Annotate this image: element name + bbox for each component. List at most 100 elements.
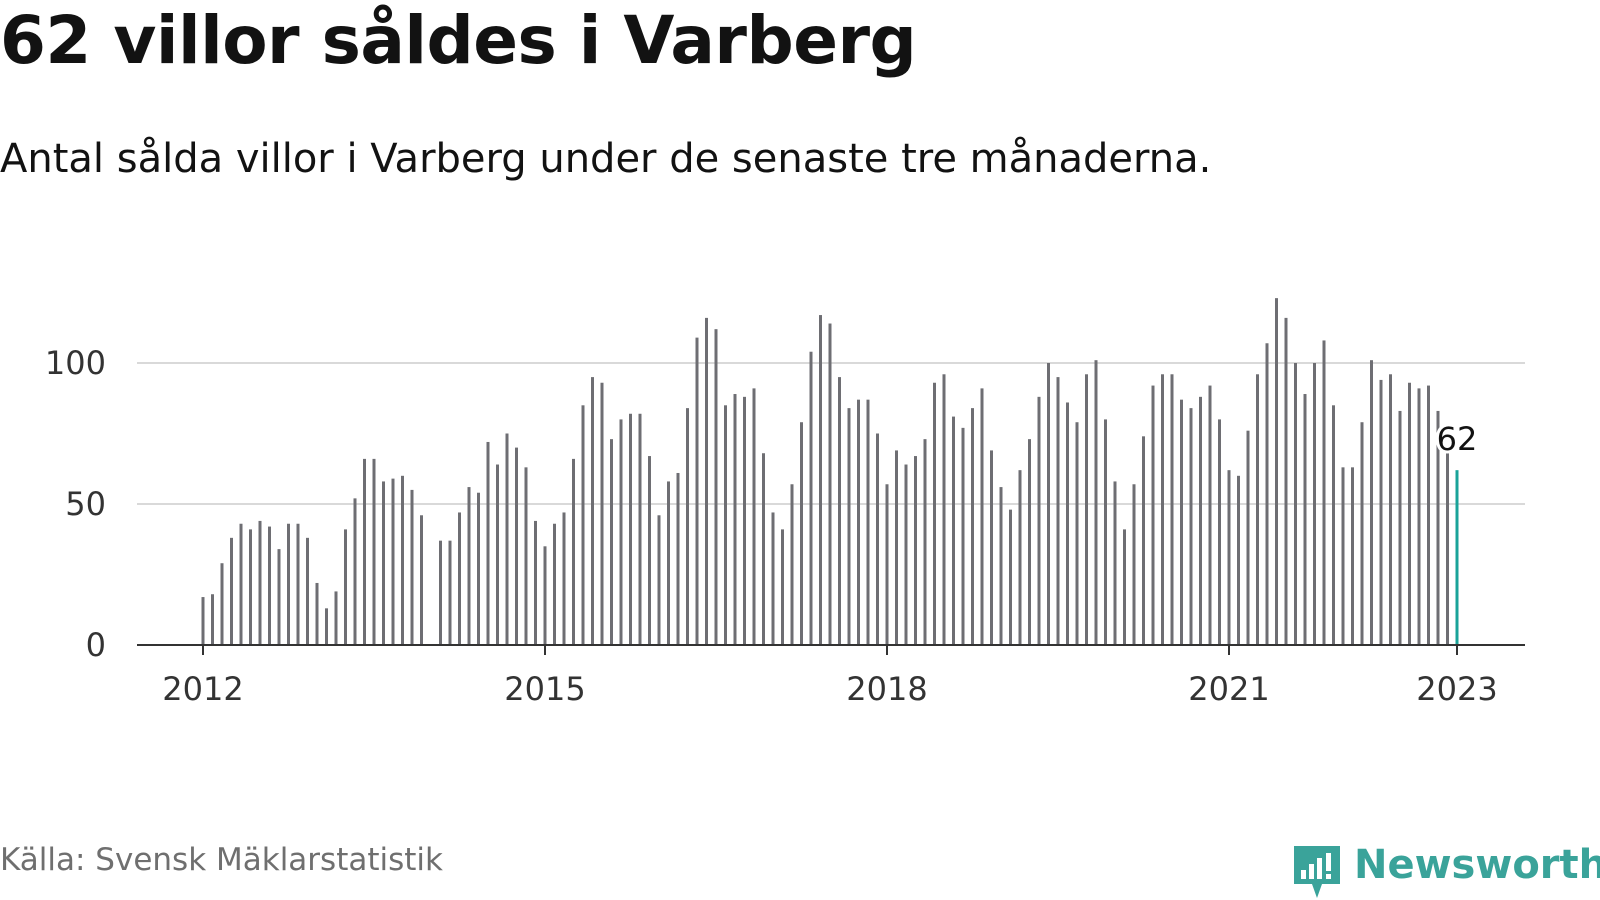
- bar: [1360, 422, 1364, 645]
- bar: [344, 529, 347, 645]
- bar: [591, 377, 594, 645]
- source-note: Källa: Svensk Mäklarstatistik: [0, 842, 443, 878]
- page-subtitle: Antal sålda villor i Varberg under de se…: [0, 136, 1212, 182]
- bar: [249, 529, 252, 645]
- chart-axes: [137, 644, 1525, 655]
- bar: [1237, 475, 1240, 645]
- x-tick-label-2021: 2021: [1188, 670, 1269, 708]
- bar: [904, 464, 908, 645]
- bar: [857, 399, 860, 645]
- bar: [1132, 484, 1136, 645]
- bar: [515, 447, 518, 645]
- bar: [1303, 394, 1307, 645]
- bar: [828, 323, 832, 645]
- bar: [1398, 410, 1402, 645]
- bar: [1208, 385, 1212, 645]
- bar: [486, 441, 490, 645]
- bar: [572, 458, 575, 645]
- bar: [781, 529, 784, 645]
- bar: [714, 329, 718, 645]
- bar: [619, 419, 623, 645]
- bar: [657, 515, 661, 645]
- bar: [562, 512, 566, 645]
- bar: [629, 413, 632, 645]
- bar: [496, 464, 499, 645]
- bar: [923, 439, 927, 645]
- bar: [1427, 385, 1430, 645]
- y-tick-label-50: 50: [65, 485, 106, 523]
- bar: [1075, 422, 1079, 645]
- bar: [1104, 419, 1107, 645]
- bar: [1351, 467, 1354, 645]
- bar: [1066, 402, 1069, 645]
- bar: [1094, 360, 1098, 645]
- bar: [1123, 529, 1126, 645]
- bar: [933, 382, 936, 645]
- bar: [439, 540, 442, 645]
- bar-highlight: [1455, 470, 1459, 645]
- bar: [543, 546, 547, 645]
- bar: [467, 487, 471, 645]
- bar: [686, 408, 689, 645]
- bar: [1322, 340, 1326, 645]
- bar: [676, 472, 680, 645]
- chart-bars: [201, 298, 1459, 645]
- bar: [942, 374, 946, 645]
- bar: [1085, 374, 1088, 645]
- bar: [1379, 379, 1383, 645]
- bar: [876, 433, 879, 645]
- bar: [524, 467, 528, 645]
- bar: [990, 450, 993, 645]
- bar: [1199, 396, 1202, 645]
- y-tick-label-0: 0: [86, 626, 106, 664]
- bar: [895, 450, 898, 645]
- page-title: 62 villor såldes i Varberg: [0, 2, 917, 79]
- bar: [885, 484, 889, 645]
- x-tick-label-2023: 2023: [1416, 670, 1497, 708]
- bar: [952, 416, 955, 645]
- x-tick-label-2018: 2018: [846, 670, 927, 708]
- bar: [733, 394, 737, 645]
- bar: [258, 520, 262, 645]
- brand-logo: Newsworthy: [1292, 838, 1600, 898]
- bar: [296, 523, 300, 645]
- bar: [410, 489, 414, 645]
- last-value-label: 62: [1437, 420, 1478, 458]
- x-tick-label-2015: 2015: [504, 670, 585, 708]
- bar: [505, 433, 509, 645]
- bar: [1436, 410, 1440, 645]
- bar: [372, 458, 376, 645]
- bar: [1313, 363, 1316, 645]
- bar: [1256, 374, 1259, 645]
- bar: [1180, 399, 1183, 645]
- bar: [771, 512, 775, 645]
- newsworthy-logo-icon: [1294, 846, 1340, 898]
- bar: [1151, 385, 1155, 645]
- bar: [1047, 363, 1050, 645]
- bar: [638, 413, 642, 645]
- bar: [1284, 317, 1288, 645]
- bar: [1275, 298, 1278, 645]
- brand-name: Newsworthy: [1354, 842, 1600, 888]
- bar: [1246, 430, 1250, 645]
- bar: [914, 456, 917, 645]
- chart-labels: 0 50 100 2012 2015 2018 2021 2023 62: [45, 344, 1498, 708]
- y-tick-label-100: 100: [45, 344, 106, 382]
- bar: [334, 591, 338, 645]
- bar: [1170, 374, 1174, 645]
- bar: [961, 427, 965, 645]
- bar: [866, 399, 870, 645]
- bar: [268, 526, 271, 645]
- bar: [477, 492, 480, 645]
- bar: [1009, 509, 1012, 645]
- bar: [790, 484, 794, 645]
- bar: [220, 563, 224, 645]
- bar: [306, 537, 309, 645]
- bar: [239, 523, 243, 645]
- bar: [819, 315, 822, 645]
- bar: [277, 549, 281, 645]
- bar: [752, 388, 756, 645]
- bar: [534, 520, 537, 645]
- bar: [458, 512, 461, 645]
